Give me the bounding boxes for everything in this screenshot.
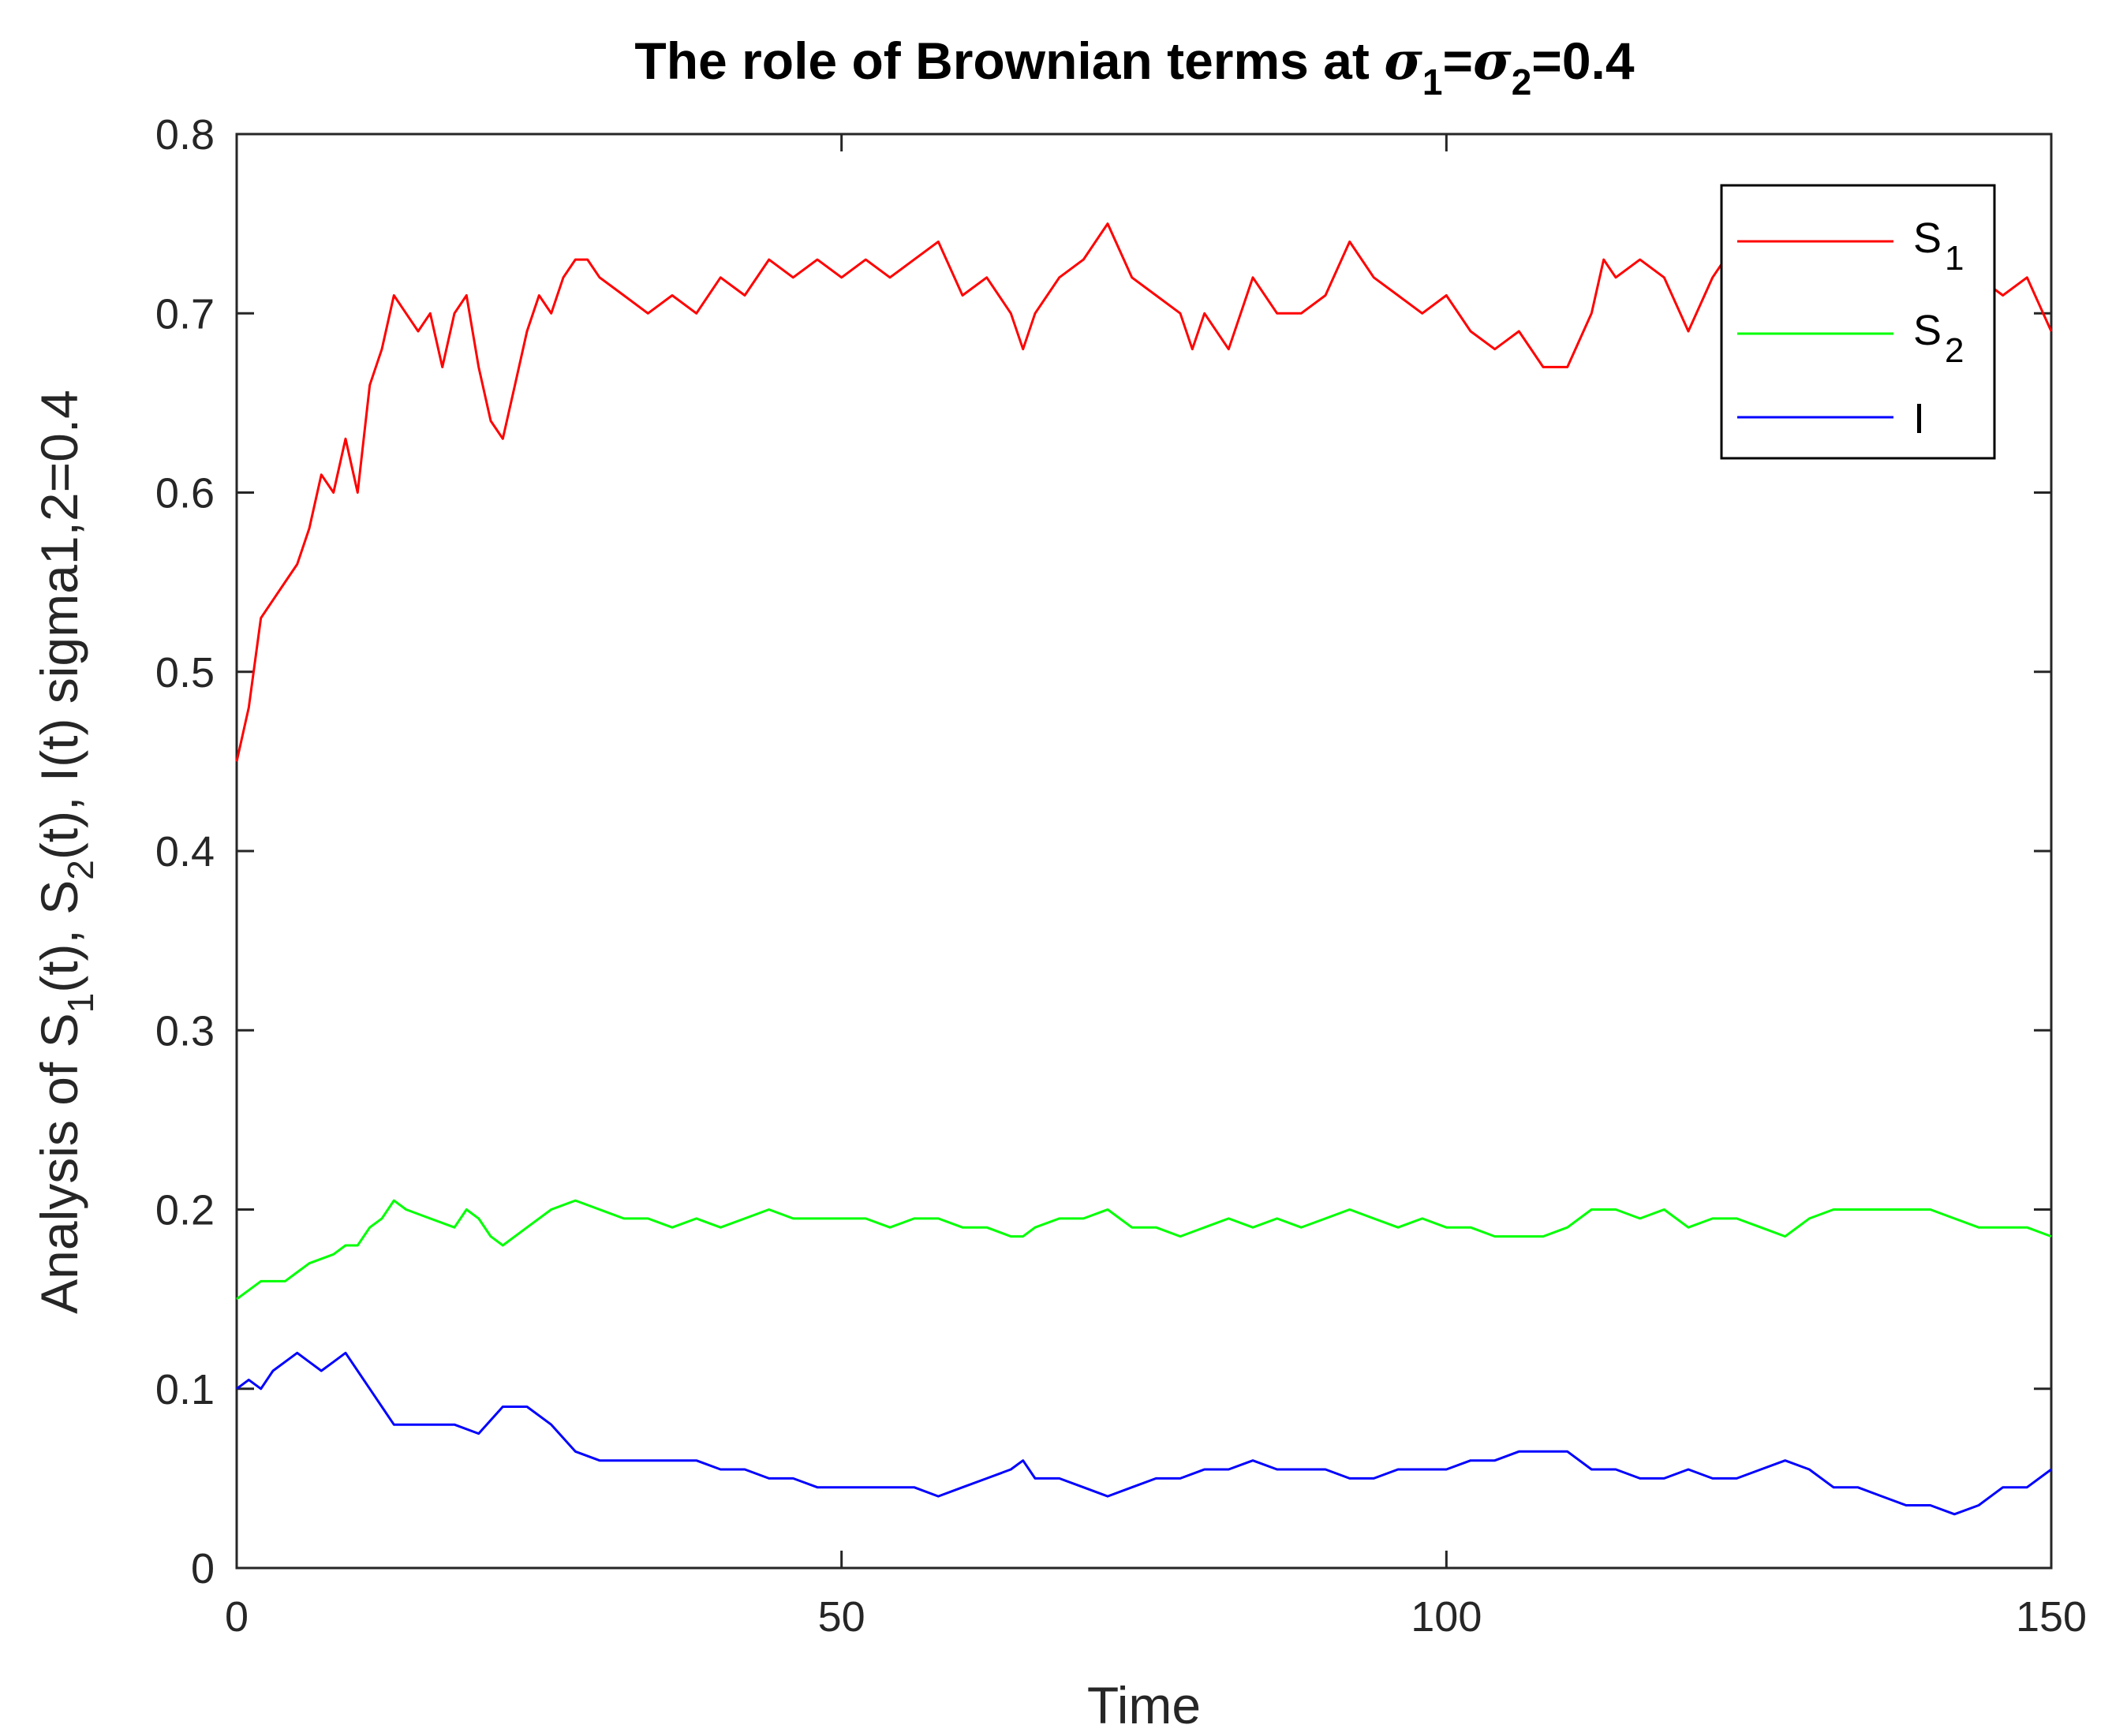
legend-s2-name: S (1913, 307, 1942, 354)
x-tick-label: 150 (2016, 1593, 2087, 1641)
x-axis: 0 50 100 150 (225, 134, 2087, 1641)
legend-label-i: I (1913, 395, 1925, 442)
y-tick-label: 0.1 (155, 1366, 215, 1413)
title-suffix: =0.4 (1531, 32, 1635, 90)
y-axis: 0 0.1 0.2 0.3 0.4 0.5 0.6 0.7 0.8 (155, 111, 2051, 1592)
y-tick-label: 0.2 (155, 1187, 215, 1234)
series-lines (235, 222, 2053, 1516)
ylabel-part-3: (t), I(t) sigma1,2=0.4 (30, 390, 88, 860)
legend-s1-sub: 1 (1945, 239, 1964, 278)
series-line-i (236, 1351, 2052, 1516)
ylabel-sub-1: 1 (60, 993, 101, 1014)
y-tick-label: 0.7 (155, 290, 215, 338)
ylabel-part-2: (t), S (30, 880, 88, 993)
legend: S1 S2 I (1720, 184, 1996, 460)
y-axis-label: Analysis of S1(t), S2(t), I(t) sigma1,2=… (30, 390, 101, 1314)
chart-title: The role of Brownian terms at σ1=σ2=0.4 (634, 30, 1634, 103)
y-tick-label: 0.4 (155, 828, 215, 875)
y-tick-label: 0.3 (155, 1007, 215, 1055)
y-tick-label: 0.8 (155, 111, 215, 159)
title-sigma-2: σ (1473, 30, 1512, 91)
x-axis-label: Time (1087, 1676, 1201, 1734)
x-tick-label: 100 (1411, 1593, 1482, 1641)
title-sub-2: 2 (1512, 62, 1532, 103)
series-line-s2 (236, 1199, 2052, 1301)
y-tick-label: 0.5 (155, 649, 215, 696)
title-sigma-1: σ (1384, 30, 1422, 91)
legend-label-s1: S1 (1913, 215, 1964, 278)
y-tick-label: 0 (191, 1545, 215, 1592)
title-prefix: The role of Brownian terms at (634, 32, 1384, 90)
ylabel-part-1: Analysis of S (30, 1013, 88, 1314)
legend-label-s2: S2 (1913, 307, 1964, 370)
legend-s1-name: S (1913, 215, 1942, 262)
y-tick-label: 0.6 (155, 470, 215, 517)
legend-box (1720, 184, 1996, 460)
ylabel-sub-2: 2 (60, 860, 101, 880)
legend-s2-sub: 2 (1945, 331, 1964, 370)
x-tick-label: 0 (225, 1593, 249, 1641)
x-tick-label: 50 (818, 1593, 865, 1641)
title-sub-1: 1 (1422, 62, 1443, 103)
title-eq: = (1442, 32, 1473, 90)
series-line-s1 (235, 222, 2053, 762)
